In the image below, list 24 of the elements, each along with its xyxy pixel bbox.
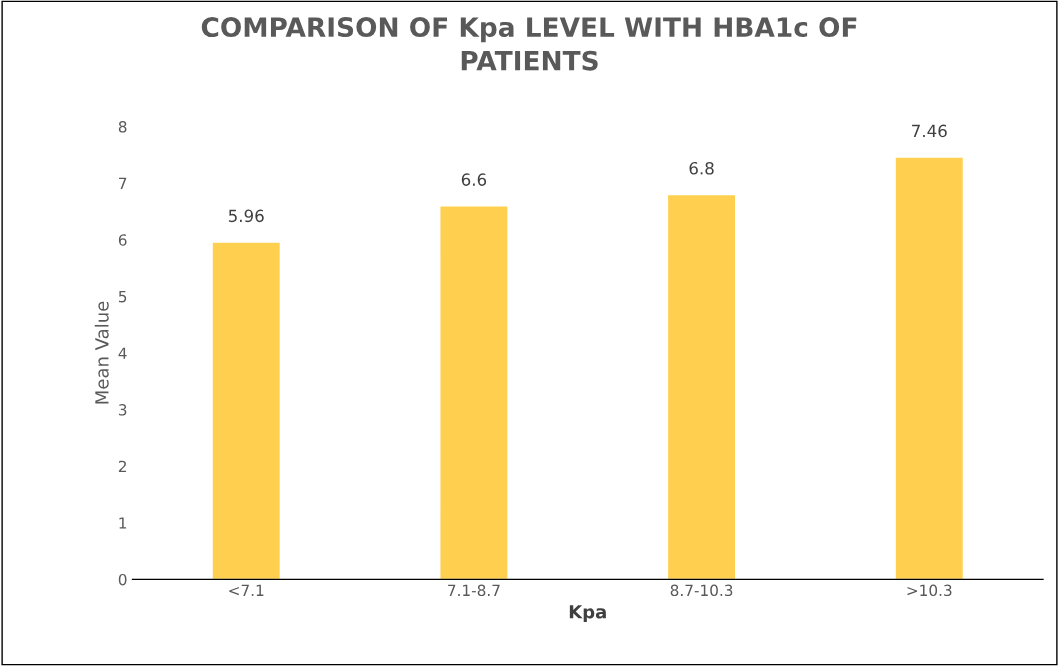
y-tick-label: 7	[119, 177, 127, 189]
y-axis-title: Mean Value	[94, 301, 109, 404]
data-label: 6.6	[461, 173, 487, 186]
x-tick-label: <7.1	[229, 584, 264, 596]
bar	[439, 205, 509, 580]
y-tick-label: 5	[118, 291, 127, 303]
y-tick-label: 4	[118, 347, 127, 359]
chart-title: COMPARISON OF Kpa LEVEL WITH HBA1c OF PATIENTS	[201, 17, 857, 71]
x-tick-label: >10.3	[907, 584, 952, 597]
y-tick-label: 8	[118, 121, 127, 133]
bar	[211, 241, 282, 580]
y-tick-label: 3	[118, 404, 127, 416]
y-tick-label: 0	[118, 573, 127, 586]
x-axis-title: Kpa	[569, 605, 606, 623]
bar	[894, 156, 965, 580]
y-tick-label: 2	[118, 460, 126, 472]
bar	[666, 193, 737, 580]
x-tick-label: 8.7-10.3	[670, 584, 733, 597]
data-label: 6.8	[689, 161, 714, 175]
data-label: 5.96	[228, 209, 264, 223]
x-tick-label: 7.1-8.7	[448, 584, 500, 597]
y-tick-label: 6	[118, 234, 127, 246]
data-label: 7.46	[912, 124, 947, 138]
y-tick-label: 1	[119, 517, 127, 529]
